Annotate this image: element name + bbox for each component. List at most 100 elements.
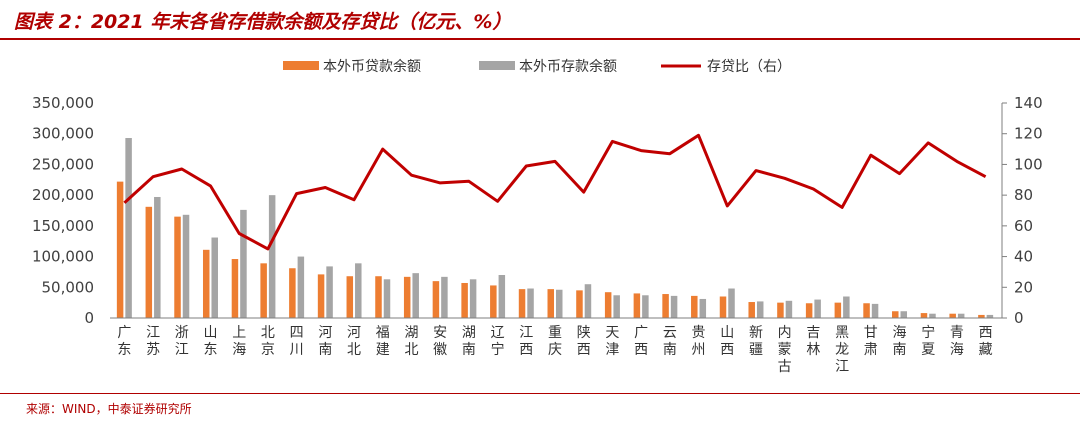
category-label: 贵州	[692, 325, 706, 358]
loan-bar	[490, 285, 497, 318]
legend-label: 本外币存款余额	[519, 58, 617, 75]
category-label: 江西	[519, 325, 533, 358]
right-tick-label: 140	[1014, 94, 1043, 112]
loan-bar	[576, 290, 583, 318]
loan-bar	[145, 206, 153, 318]
deposit-bar	[125, 138, 132, 318]
deposit-bar	[268, 195, 276, 318]
deposit-bar	[412, 273, 419, 318]
category-label: 四川	[290, 325, 304, 358]
legend-swatch	[283, 61, 319, 70]
deposit-bar	[814, 299, 821, 318]
ratio-line	[123, 133, 987, 251]
deposit-bar	[154, 196, 161, 318]
category-label: 宁夏	[921, 324, 935, 358]
loan-bar	[805, 303, 813, 318]
deposit-bar	[469, 279, 477, 318]
loan-bar	[116, 181, 124, 318]
legend: 本外币贷款余额 本外币存款余额 存贷比（右）	[283, 58, 791, 75]
category-label: 青海	[950, 325, 964, 358]
left-tick-label: 200,000	[32, 186, 94, 204]
category-label: 上海	[232, 325, 246, 358]
left-tick-label: 50,000	[42, 278, 95, 296]
loan-bar	[346, 276, 354, 318]
ratio-line-path	[123, 133, 987, 251]
loan-bar	[863, 303, 870, 318]
category-label: 江苏	[146, 325, 160, 358]
category-label: 新疆	[749, 325, 763, 358]
category-label: 甘肃	[864, 325, 878, 358]
deposit-bar	[556, 289, 563, 318]
deposit-bar	[211, 237, 218, 318]
category-label: 海南	[893, 325, 907, 358]
deposit-bar	[383, 279, 391, 318]
deposit-bar	[642, 295, 649, 318]
deposit-bar	[843, 296, 850, 318]
loan-bar	[518, 289, 526, 318]
deposit-bar	[527, 288, 534, 318]
category-label: 浙江	[175, 325, 189, 358]
deposit-bar	[986, 314, 994, 318]
legend-label: 存贷比（右）	[707, 59, 791, 75]
category-label: 西藏	[979, 325, 993, 358]
loan-bar	[777, 302, 784, 318]
deposit-bar	[670, 295, 678, 318]
category-label: 辽宁	[491, 325, 505, 358]
loan-bar	[375, 276, 382, 318]
deposit-bar	[699, 298, 707, 318]
loan-bar	[231, 259, 239, 318]
category-label: 河南	[318, 325, 332, 358]
left-tick-label: 350,000	[32, 94, 94, 112]
deposit-bar	[441, 276, 448, 318]
deposit-bar	[785, 300, 793, 318]
right-tick-label: 100	[1014, 155, 1043, 173]
deposit-bar	[871, 303, 879, 318]
loan-bar	[260, 263, 267, 318]
category-label: 广西	[634, 325, 648, 358]
right-tick-label: 40	[1014, 248, 1033, 266]
source-note: 来源：WIND，中泰证券研究所	[26, 402, 192, 416]
category-label: 北京	[261, 325, 275, 358]
deposit-bar	[240, 209, 247, 318]
legend-item: 本外币贷款余额	[283, 58, 421, 75]
chart-title: 图表 2：2021 年末各省存借款余额及存贷比（亿元、%）	[14, 11, 512, 33]
left-axis: 0 50,000 100,000 150,000 200,000 250,000 300,0…	[32, 94, 94, 327]
category-label: 山西	[720, 325, 734, 358]
x-axis: 广东江苏浙江山东上海北京四川河南河北福建湖北安徽湖南辽宁江西重庆陕西天津广西云南…	[110, 317, 1002, 375]
left-tick-label: 300,000	[32, 125, 94, 143]
chart: 本外币贷款余额 本外币存款余额 存贷比（右） 0 50,000 100,000 150,0…	[32, 58, 1043, 375]
deposit-bar	[355, 263, 362, 318]
loan-bar	[633, 293, 641, 318]
loan-bar	[403, 276, 411, 318]
loan-bar	[317, 274, 325, 318]
right-tick-label: 0	[1014, 309, 1024, 327]
right-tick-label: 60	[1014, 217, 1033, 235]
loan-bar	[719, 296, 727, 318]
legend-item: 存贷比（右）	[661, 59, 791, 75]
category-label: 陕西	[577, 325, 591, 358]
category-label: 河北	[347, 325, 361, 358]
deposit-bar	[297, 256, 305, 318]
category-label: 内蒙古	[778, 325, 792, 375]
category-label: 云南	[663, 325, 677, 358]
category-label: 山东	[203, 325, 217, 358]
deposit-bar	[728, 288, 735, 318]
loan-bar	[691, 295, 698, 318]
deposit-bar	[929, 313, 936, 318]
deposit-bar	[326, 266, 333, 318]
source-divider	[0, 393, 1080, 394]
loan-bar	[202, 249, 210, 318]
loan-bar	[547, 289, 554, 318]
category-label: 黑龙江	[835, 325, 849, 375]
loan-bar	[920, 313, 928, 318]
loan-bar	[892, 311, 899, 318]
loan-bar	[174, 216, 181, 318]
loan-bar	[978, 314, 985, 318]
left-tick-label: 150,000	[32, 217, 94, 235]
deposit-bar	[756, 301, 764, 318]
deposit-bar	[957, 313, 965, 318]
deposit-bar	[498, 275, 506, 318]
deposit-bar	[584, 284, 592, 318]
header: 图表 2：2021 年末各省存借款余额及存贷比（亿元、%）	[0, 0, 1080, 40]
loan-bar	[748, 302, 755, 318]
